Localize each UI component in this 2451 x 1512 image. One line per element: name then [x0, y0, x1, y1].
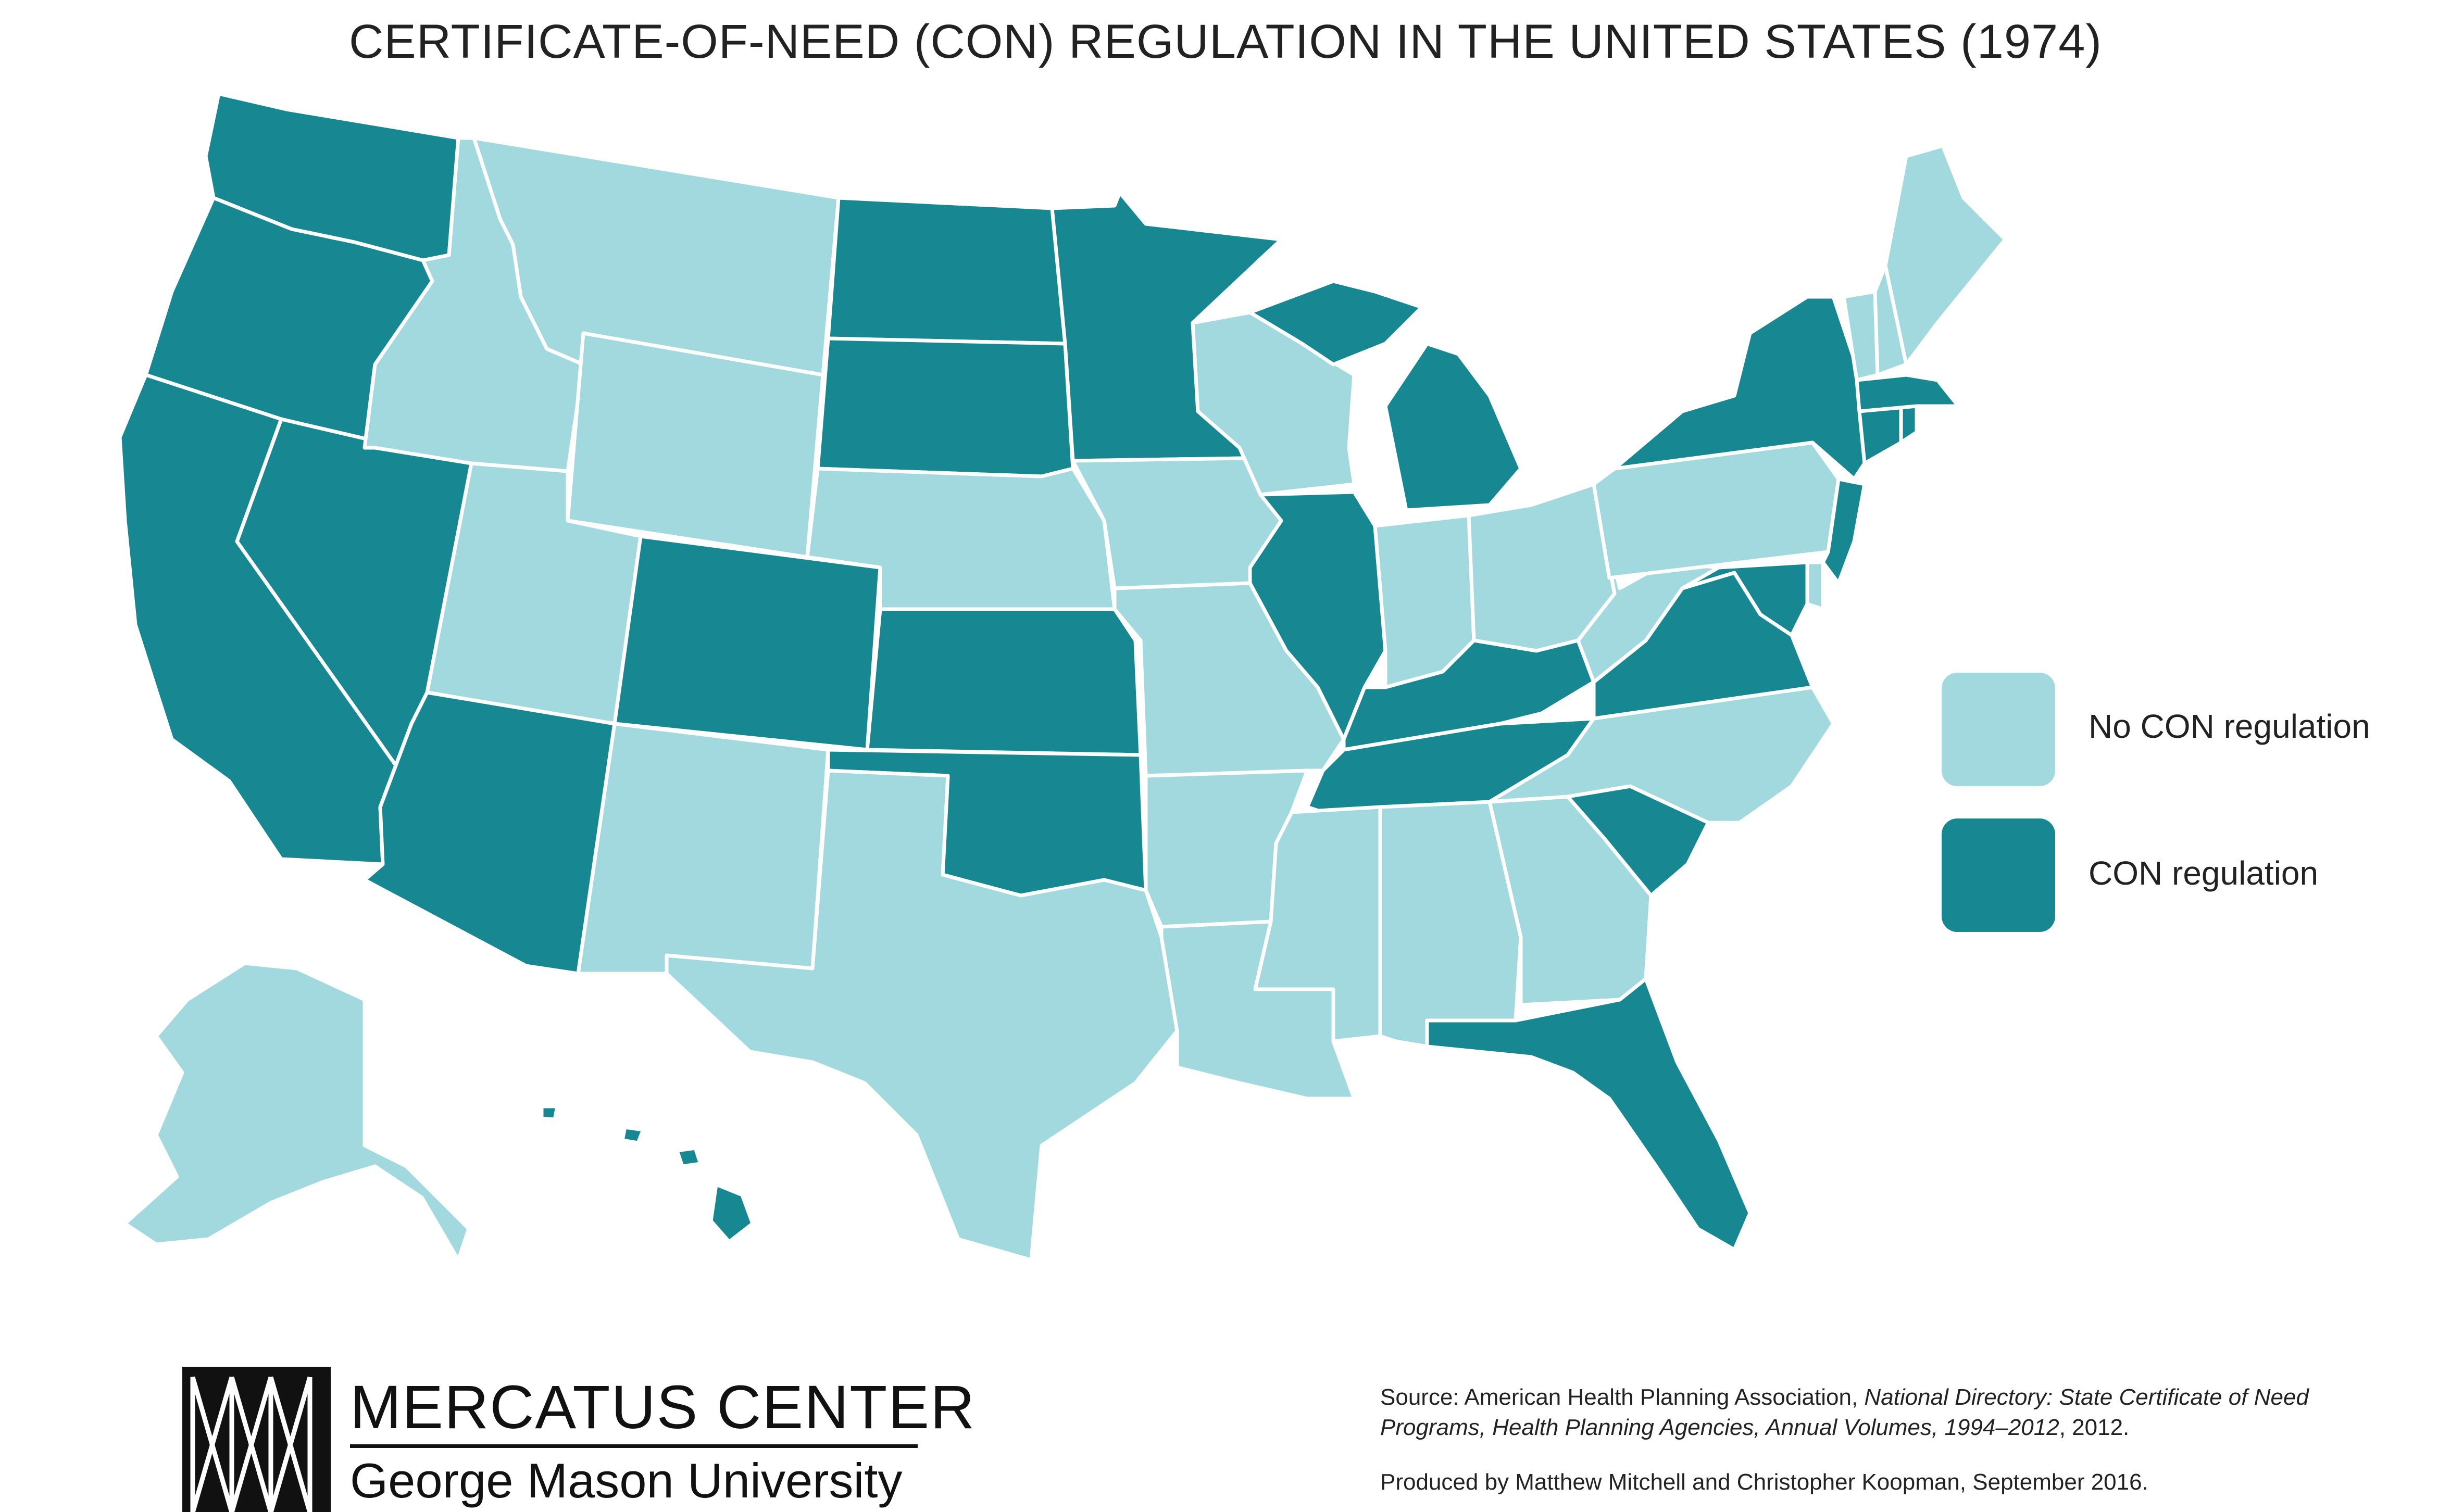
state-FL[interactable] [1425, 977, 1752, 1252]
source-prefix: Source: American Health Planning Associa… [1380, 1384, 1865, 1410]
source-note: Source: American Health Planning Associa… [1380, 1382, 2411, 1443]
source-suffix: , 2012. [2059, 1415, 2130, 1440]
legend-label-no-con: No CON regulation [2089, 708, 2370, 745]
logo-divider [350, 1444, 918, 1448]
state-NY[interactable] [1612, 295, 1867, 481]
logo-title: MERCATUS CENTER [350, 1373, 976, 1442]
state-NM[interactable] [576, 722, 830, 976]
state-ME[interactable] [1883, 144, 2007, 367]
mercatus-logo-icon [182, 1367, 331, 1512]
state-CO[interactable] [612, 534, 882, 752]
us-map [118, 92, 2007, 1262]
state-TX[interactable] [665, 768, 1179, 1262]
state-SD[interactable] [816, 336, 1075, 478]
state-MA[interactable] [1855, 373, 1960, 413]
state-NC[interactable] [1487, 685, 1835, 825]
state-MI[interactable] [1383, 342, 1523, 512]
states-layer [118, 92, 2007, 1262]
state-WY[interactable] [566, 331, 825, 559]
state-CT[interactable] [1857, 404, 1903, 465]
source-title: National Directory: State Certificate of… [1380, 1384, 2309, 1440]
state-HI-big[interactable] [709, 1182, 755, 1244]
legend-swatch-con [1942, 818, 2055, 932]
state-RI[interactable] [1899, 404, 1919, 445]
state-NJ[interactable] [1821, 477, 1867, 585]
logo-subtitle: George Mason University [350, 1453, 903, 1508]
state-MD[interactable] [1680, 560, 1809, 637]
credit-note: Produced by Matthew Mitchell and Christo… [1380, 1469, 2148, 1495]
state-HI-maui[interactable] [675, 1146, 703, 1168]
state-KS[interactable] [865, 607, 1143, 757]
state-HI-kauai[interactable] [540, 1104, 559, 1122]
state-IL[interactable] [1248, 490, 1387, 741]
map-title: CERTIFICATE-OF-NEED (CON) REGULATION IN … [348, 15, 2103, 68]
legend-label-con: CON regulation [2089, 854, 2319, 892]
state-HI-oahu[interactable] [620, 1125, 645, 1145]
state-AK[interactable] [123, 961, 471, 1262]
state-ND[interactable] [826, 196, 1067, 346]
state-DE[interactable] [1805, 560, 1825, 611]
legend-swatch-no-con [1942, 673, 2055, 786]
state-MI-UP[interactable] [1248, 279, 1424, 367]
